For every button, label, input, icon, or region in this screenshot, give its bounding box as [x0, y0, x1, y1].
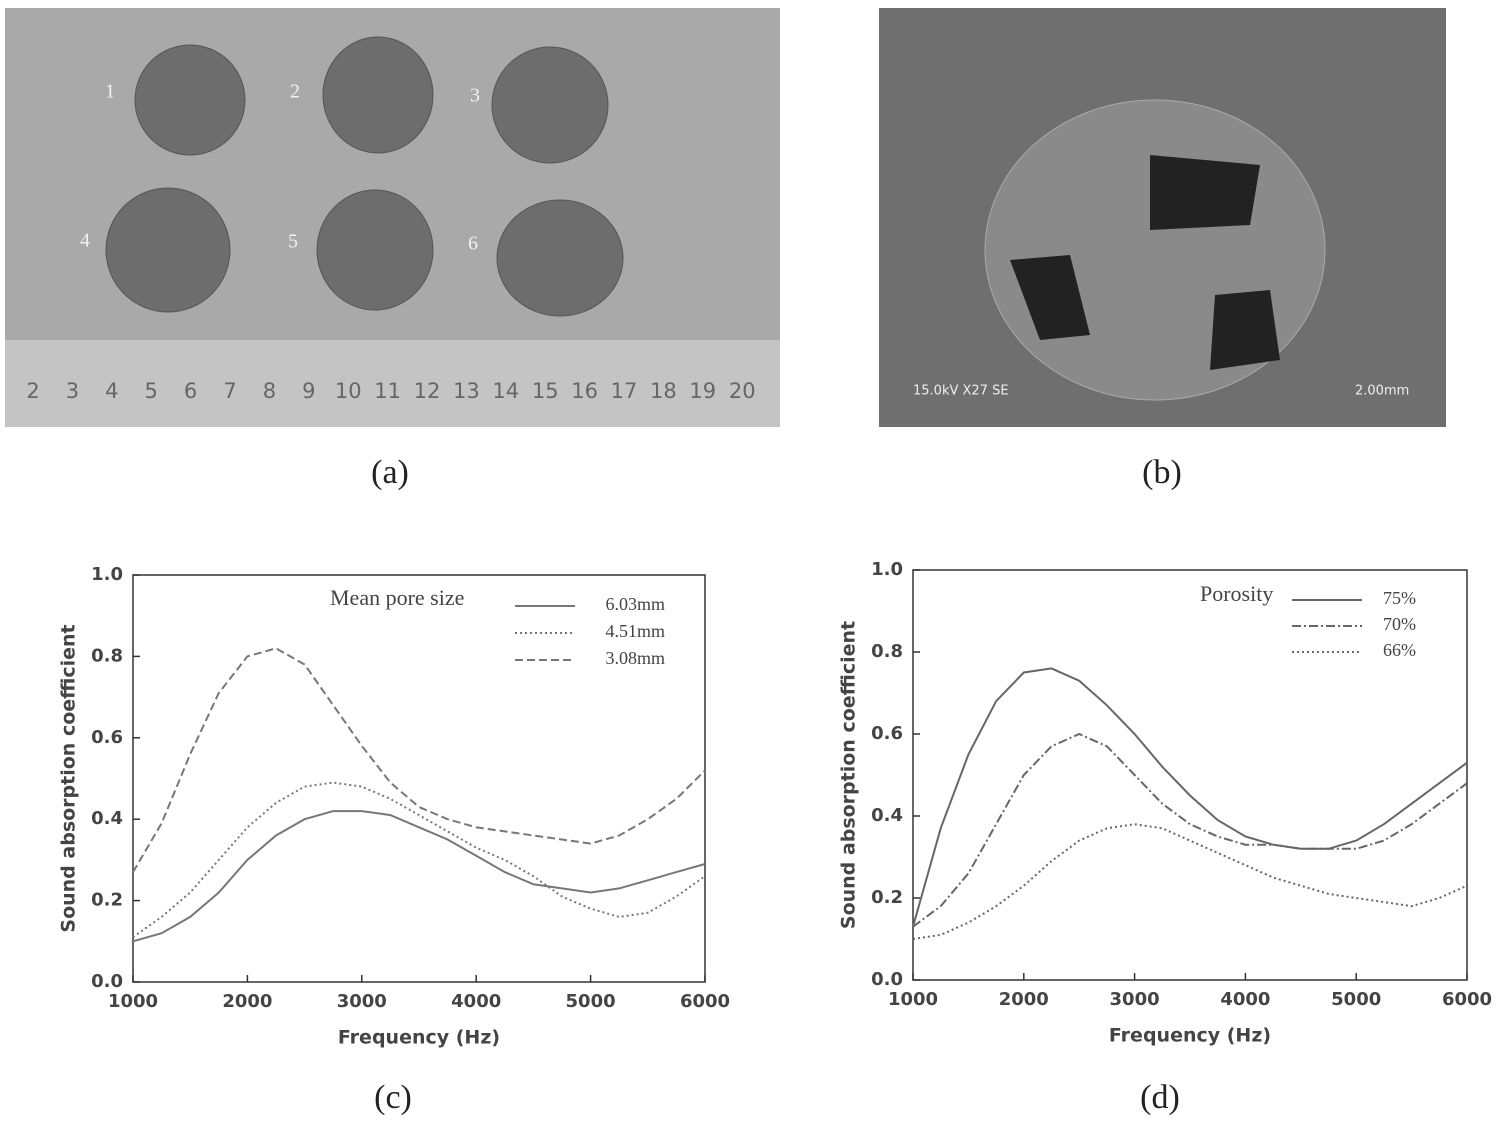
window: [1210, 290, 1280, 370]
ruler-label: 19: [689, 379, 716, 403]
plot-frame: [912, 569, 1468, 981]
sample-label: 2: [290, 81, 300, 103]
x-tick-label: 4000: [1220, 989, 1270, 1010]
ruler-label: 3: [66, 379, 79, 403]
ruler-label: 14: [492, 379, 519, 403]
window: [1010, 255, 1090, 340]
series-line: [132, 781, 706, 939]
sem-info: 15.0kV X27 SE: [913, 384, 1009, 399]
ruler-label: 12: [414, 379, 441, 403]
ruler-label: 13: [453, 379, 480, 403]
ruler-label: 11: [374, 379, 401, 403]
y-tick-label: 0.6: [91, 727, 123, 748]
ruler-label: 20: [729, 379, 756, 403]
y-tick-label: 1.0: [91, 564, 123, 585]
y-tick-label: 0.4: [871, 805, 903, 826]
y-tick-label: 0.4: [91, 808, 123, 829]
ruler-label: 15: [532, 379, 559, 403]
window: [1150, 155, 1260, 230]
photo-a: [5, 8, 780, 427]
y-tick-label: 0.6: [871, 723, 903, 744]
ruler-label: 4: [105, 379, 118, 403]
x-tick-label: 6000: [680, 991, 730, 1012]
legend-title: Porosity: [1200, 581, 1273, 606]
photo-b: [879, 8, 1446, 427]
legend-label: 3.08mm: [605, 648, 665, 668]
x-tick-label: 1000: [108, 991, 158, 1012]
y-tick-label: 0.0: [91, 971, 123, 992]
sample-label: 1: [105, 81, 115, 103]
x-tick-label: 5000: [566, 991, 616, 1012]
y-tick-label: 0.2: [871, 887, 903, 908]
panel-label: (c): [374, 1079, 412, 1116]
y-tick-label: 0.8: [91, 645, 123, 666]
x-tick-label: 2000: [222, 991, 272, 1012]
x-tick-label: 2000: [999, 989, 1049, 1010]
sample-label: 6: [468, 233, 478, 255]
legend-title: Mean pore size: [330, 585, 464, 610]
legend-label: 4.51mm: [605, 621, 665, 641]
ruler-label: 6: [184, 379, 197, 403]
x-tick-label: 5000: [1331, 989, 1381, 1010]
panel-label: (a): [371, 454, 409, 491]
y-tick-label: 0.0: [871, 969, 903, 990]
ruler: [5, 340, 780, 427]
ruler-label: 8: [263, 379, 276, 403]
y-tick-label: 1.0: [871, 559, 903, 580]
sample-label: 3: [470, 85, 480, 107]
x-tick-label: 3000: [337, 991, 387, 1012]
ruler-label: 7: [223, 379, 236, 403]
legend-label: 66%: [1383, 640, 1416, 660]
x-tick-label: 1000: [888, 989, 938, 1010]
scale-bar-label: 2.00mm: [1355, 384, 1409, 399]
legend-label: 75%: [1383, 588, 1416, 608]
panel-label: (d): [1140, 1079, 1180, 1116]
samples: [105, 36, 624, 317]
sample-label: 4: [80, 230, 90, 252]
series-line: [132, 810, 706, 943]
ruler-label: 18: [650, 379, 677, 403]
x-tick-label: 4000: [451, 991, 501, 1012]
y-axis-title: Sound absorption coefficient: [838, 621, 860, 929]
ruler-label: 2: [26, 379, 39, 403]
ruler-label: 9: [302, 379, 315, 403]
series-line: [912, 732, 1468, 928]
ruler-label: 17: [611, 379, 638, 403]
ruler-label: 10: [335, 379, 362, 403]
series-line: [912, 667, 1468, 927]
series-line: [912, 823, 1468, 940]
ruler-label: 5: [145, 379, 158, 403]
plot-frame: [132, 574, 706, 983]
legend-label: 70%: [1383, 614, 1416, 634]
x-axis-title: Frequency (Hz): [338, 1027, 500, 1049]
x-tick-label: 3000: [1110, 989, 1160, 1010]
y-tick-label: 0.2: [91, 890, 123, 911]
ruler-label: 16: [571, 379, 598, 403]
sample-label: 5: [288, 231, 298, 253]
y-axis-title: Sound absorption coefficient: [58, 624, 80, 932]
panel-label: (b): [1142, 454, 1182, 491]
series-line: [132, 647, 706, 873]
x-axis-title: Frequency (Hz): [1109, 1025, 1271, 1047]
x-tick-label: 6000: [1442, 989, 1492, 1010]
legend-label: 6.03mm: [605, 594, 665, 614]
y-tick-label: 0.8: [871, 641, 903, 662]
